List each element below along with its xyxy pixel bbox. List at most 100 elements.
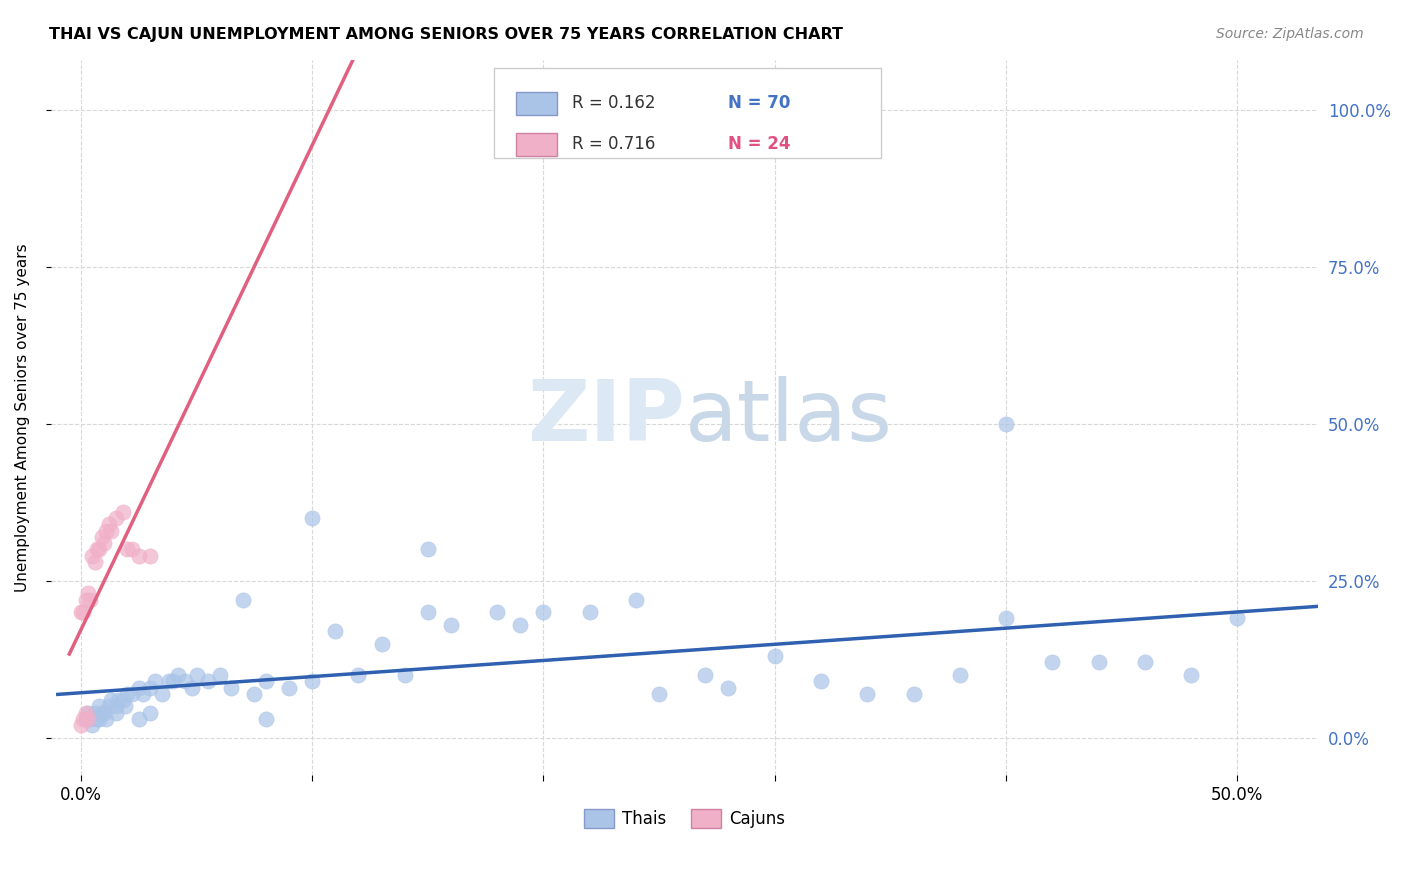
Point (1226, 611, 1249, 625)
Point (128, 681, 150, 695)
Point (70, 718, 93, 732)
Point (139, 549, 162, 563)
Point (180, 681, 202, 695)
Point (97, 699, 120, 714)
Point (1180, 668, 1202, 682)
Point (96, 712, 118, 726)
Point (903, 687, 925, 701)
Point (162, 674, 184, 689)
Point (139, 681, 162, 695)
Point (75, 592, 97, 607)
FancyBboxPatch shape (495, 68, 882, 158)
Text: ZIP: ZIP (527, 376, 685, 459)
Point (509, 617, 531, 632)
Point (76, 712, 98, 726)
Point (82, 549, 104, 563)
Point (104, 511, 127, 525)
FancyBboxPatch shape (516, 133, 557, 156)
Point (83, 555, 105, 569)
Point (93, 536, 115, 550)
Point (76, 706, 98, 720)
Point (219, 681, 242, 695)
Point (107, 693, 129, 707)
Point (856, 687, 879, 701)
Point (97, 517, 120, 532)
Point (111, 505, 134, 519)
Text: N = 24: N = 24 (728, 136, 790, 153)
Text: R = 0.162: R = 0.162 (572, 94, 655, 112)
Point (347, 668, 370, 682)
Point (115, 542, 138, 557)
Point (197, 674, 219, 689)
Point (115, 687, 138, 701)
Point (121, 542, 143, 557)
Point (150, 687, 173, 701)
Point (72, 605, 94, 619)
Point (301, 674, 323, 689)
Text: atlas: atlas (685, 376, 893, 459)
Point (695, 668, 717, 682)
Point (174, 674, 197, 689)
Point (86, 712, 108, 726)
Point (143, 674, 166, 689)
Point (128, 712, 150, 726)
Point (79, 592, 101, 607)
Point (301, 511, 323, 525)
Point (132, 687, 155, 701)
Point (128, 549, 150, 563)
Point (486, 605, 509, 619)
Point (533, 605, 555, 619)
Point (763, 649, 786, 664)
Point (100, 693, 122, 707)
Point (104, 706, 127, 720)
Point (93, 706, 115, 720)
Point (111, 693, 134, 707)
Point (90, 706, 112, 720)
Point (86, 542, 108, 557)
Point (323, 624, 346, 638)
Text: N = 70: N = 70 (728, 94, 790, 112)
Text: THAI VS CAJUN UNEMPLOYMENT AMONG SENIORS OVER 75 YEARS CORRELATION CHART: THAI VS CAJUN UNEMPLOYMENT AMONG SENIORS… (49, 27, 844, 42)
Point (75, 706, 97, 720)
Point (648, 687, 671, 701)
Point (1133, 656, 1156, 670)
Point (96, 524, 118, 538)
Point (394, 668, 416, 682)
Point (254, 674, 277, 689)
Point (949, 668, 972, 682)
Point (89, 542, 111, 557)
Point (232, 592, 254, 607)
Point (70, 605, 93, 619)
Point (72, 712, 94, 726)
Legend: Thais, Cajuns: Thais, Cajuns (576, 803, 792, 835)
FancyBboxPatch shape (516, 92, 557, 114)
Point (578, 605, 600, 619)
Point (1040, 656, 1063, 670)
Point (416, 542, 439, 557)
Point (104, 699, 127, 714)
Point (370, 637, 392, 651)
Point (82, 718, 104, 732)
Point (167, 668, 190, 682)
Point (114, 699, 136, 714)
Point (243, 687, 266, 701)
Point (100, 524, 122, 538)
Point (76, 586, 98, 600)
Point (278, 681, 301, 695)
Point (254, 712, 277, 726)
Point (89, 699, 111, 714)
Point (83, 706, 105, 720)
Point (416, 605, 439, 619)
Point (208, 668, 231, 682)
Point (186, 668, 208, 682)
Point (75, 712, 97, 726)
Point (90, 530, 112, 544)
Point (121, 687, 143, 701)
Point (1087, 656, 1109, 670)
Point (440, 617, 463, 632)
Text: R = 0.716: R = 0.716 (572, 136, 655, 153)
Point (717, 681, 740, 695)
Point (79, 712, 101, 726)
Point (89, 712, 111, 726)
Y-axis label: Unemployment Among Seniors over 75 years: Unemployment Among Seniors over 75 years (15, 244, 30, 592)
